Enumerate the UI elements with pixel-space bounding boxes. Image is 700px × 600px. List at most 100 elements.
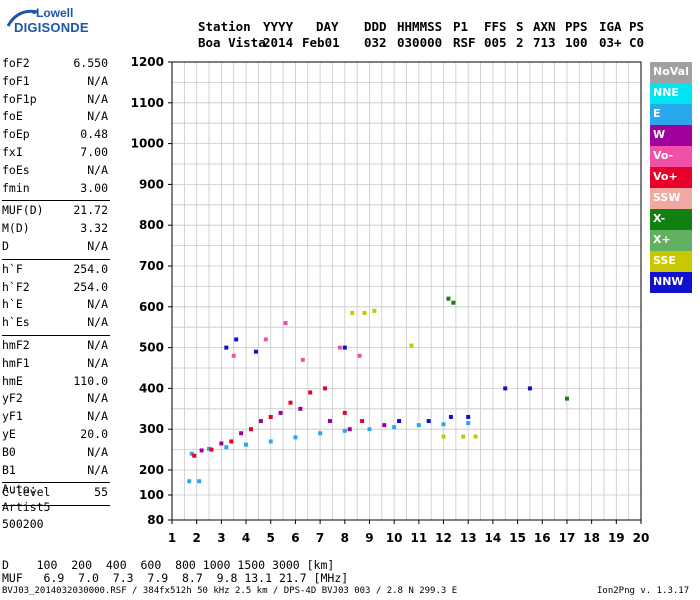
x-tick-label: 5 [267,531,275,545]
header-label: PPS [565,19,588,34]
parameter-value: N/A [87,337,108,352]
parameter-value: N/A [87,73,108,88]
data-point [527,386,532,391]
digisonde-logo [4,6,74,40]
parameter-value: 254.0 [73,261,108,276]
data-point [229,439,234,444]
parameter-name: hmF1 [2,355,30,370]
divider [2,258,110,260]
data-point [564,396,569,401]
data-point [263,337,268,342]
header-label: YYYY [263,19,294,34]
header-label: HHMMSS [397,19,443,34]
y-tick-label: 1100 [131,96,164,110]
data-point [372,308,377,313]
auto-version: 500200 [2,517,44,531]
data-point [308,390,313,395]
data-point [342,345,347,350]
divider [2,200,110,202]
parameter-row: yF1 N/A [2,409,110,427]
data-point [268,414,273,419]
data-point [342,428,347,433]
auto-program: Artist5 [2,499,51,514]
y-tick-label: 800 [139,218,164,232]
data-point [199,448,204,453]
x-tick-label: 18 [583,531,600,545]
parameter-value: N/A [87,444,108,459]
x-tick-label: 15 [509,531,526,545]
parameter-row: foE N/A [2,109,110,127]
x-tick-label: 14 [485,531,502,545]
header-label: IGA [599,19,622,34]
parameter-name: h`F [2,261,23,276]
logo-line1: Lowell [36,6,74,20]
parameter-value: 3.00 [80,180,108,195]
data-point [382,423,387,428]
y-tick-label: 80 [147,513,164,527]
parameter-value: N/A [87,109,108,124]
x-tick-label: 16 [534,531,551,545]
parameter-name: C-level [2,485,51,500]
x-tick-label: 13 [460,531,477,545]
x-tick-label: 8 [341,531,349,545]
legend-entry: X+ [650,230,692,251]
data-point [466,414,471,419]
parameter-name: foF1 [2,73,30,88]
x-tick-label: 19 [608,531,625,545]
parameter-name: D [2,238,9,253]
data-point [350,310,355,315]
header-value: Feb01 [302,35,340,50]
data-point [253,349,258,354]
x-tick-label: 1 [168,531,176,545]
data-point [283,321,288,326]
parameter-value: N/A [87,315,108,330]
footer-file-info: BVJ03_2014032030000.RSF / 384fx512h 50 k… [2,586,458,596]
parameter-name: yF1 [2,409,23,424]
parameter-value: 254.0 [73,279,108,294]
plot-frame [171,61,642,521]
parameter-name: foF2 [2,56,30,70]
parameter-name: B0 [2,444,16,459]
x-tick-label: 4 [242,531,250,545]
header-value: 100 [565,35,588,50]
parameter-name: fxI [2,144,23,159]
parameter-value: N/A [87,391,108,406]
legend-entry: Vo+ [650,167,692,188]
x-tick-label: 12 [435,531,452,545]
header-value: 032 [364,35,387,50]
y-tick-label: 300 [139,422,164,436]
x-tick-label: 10 [386,531,403,545]
parameter-value: N/A [87,238,108,253]
y-tick-label: 400 [139,381,164,395]
parameter-value: 21.72 [73,203,108,218]
divider [2,482,110,484]
legend-entry: NNW [650,272,692,293]
data-point [461,434,466,439]
legend-entry: E [650,104,692,125]
data-point [224,345,229,350]
header-value: 03+ [599,35,622,50]
parameter-row: MUF(D) 21.72 [2,203,110,221]
data-point [239,431,244,436]
data-point [360,419,365,424]
header-value: 005 [484,35,507,50]
data-point [288,400,293,405]
parameter-row: M(D) 3.32 [2,221,110,239]
distance-row: D 100 200 400 600 800 1000 1500 3000 [km… [2,558,335,572]
data-point [189,451,194,456]
parameter-row: foF1 N/A [2,74,110,92]
parameter-name: hmE [2,373,23,388]
parameter-row: B1 N/A [2,463,110,481]
parameter-row: hmE 110.0 [2,374,110,392]
header-value: 030000 [397,35,443,50]
header-label: DAY [316,19,339,34]
parameter-row: h`F 254.0 [2,262,110,280]
y-tick-label: 600 [139,300,164,314]
x-tick-label: 2 [193,531,201,545]
parameter-value: N/A [87,162,108,177]
data-point [416,423,421,428]
parameter-name: fmin [2,180,30,195]
parameter-row: hmF2 N/A [2,338,110,356]
x-tick-label: 17 [559,531,576,545]
data-point [244,442,249,447]
